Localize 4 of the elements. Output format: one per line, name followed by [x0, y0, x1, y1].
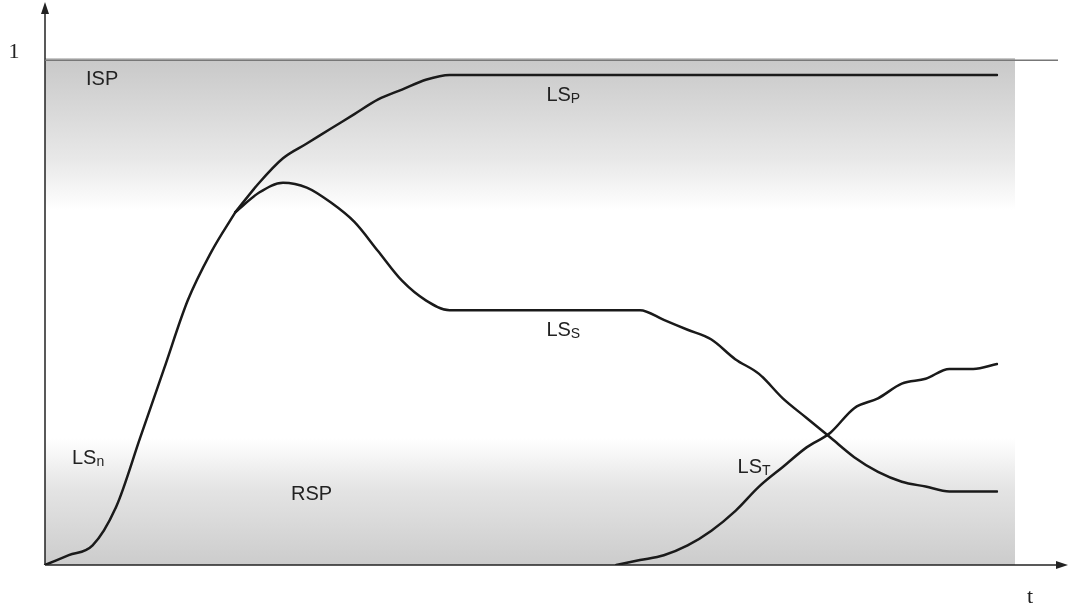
- ref-line-label: 1: [8, 37, 20, 63]
- annotation: RSP: [291, 481, 333, 504]
- annotation: ISP: [86, 67, 119, 90]
- x-axis-title: t: [1026, 582, 1034, 608]
